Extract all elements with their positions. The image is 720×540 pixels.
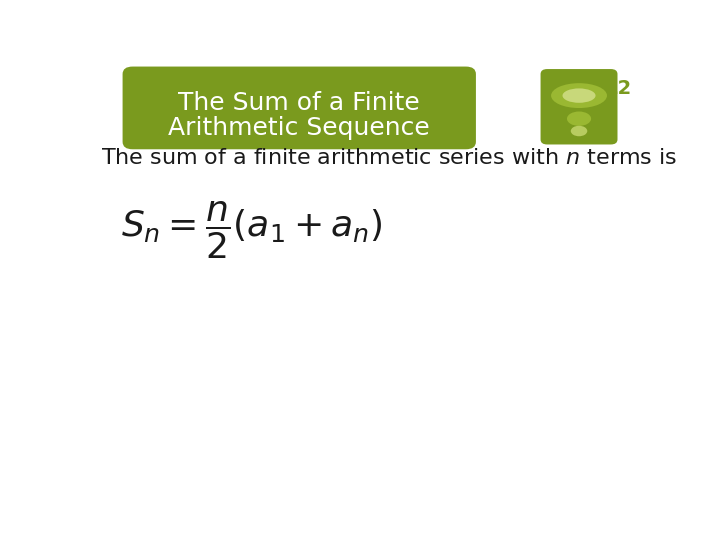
Text: Arithmetic Sequence: Arithmetic Sequence: [168, 117, 430, 140]
Text: The Sum of a Finite: The Sum of a Finite: [179, 91, 420, 115]
Ellipse shape: [562, 89, 595, 103]
Ellipse shape: [567, 111, 591, 126]
Text: $S_n = \dfrac{n}{2}(a_1 + a_n)$: $S_n = \dfrac{n}{2}(a_1 + a_n)$: [121, 200, 382, 261]
Ellipse shape: [571, 126, 588, 136]
FancyBboxPatch shape: [122, 66, 476, 149]
Ellipse shape: [551, 83, 607, 108]
FancyBboxPatch shape: [541, 69, 618, 145]
Text: 12: 12: [606, 79, 632, 98]
Text: The sum of a finite arithmetic series with $n$ terms is: The sum of a finite arithmetic series wi…: [101, 148, 677, 168]
